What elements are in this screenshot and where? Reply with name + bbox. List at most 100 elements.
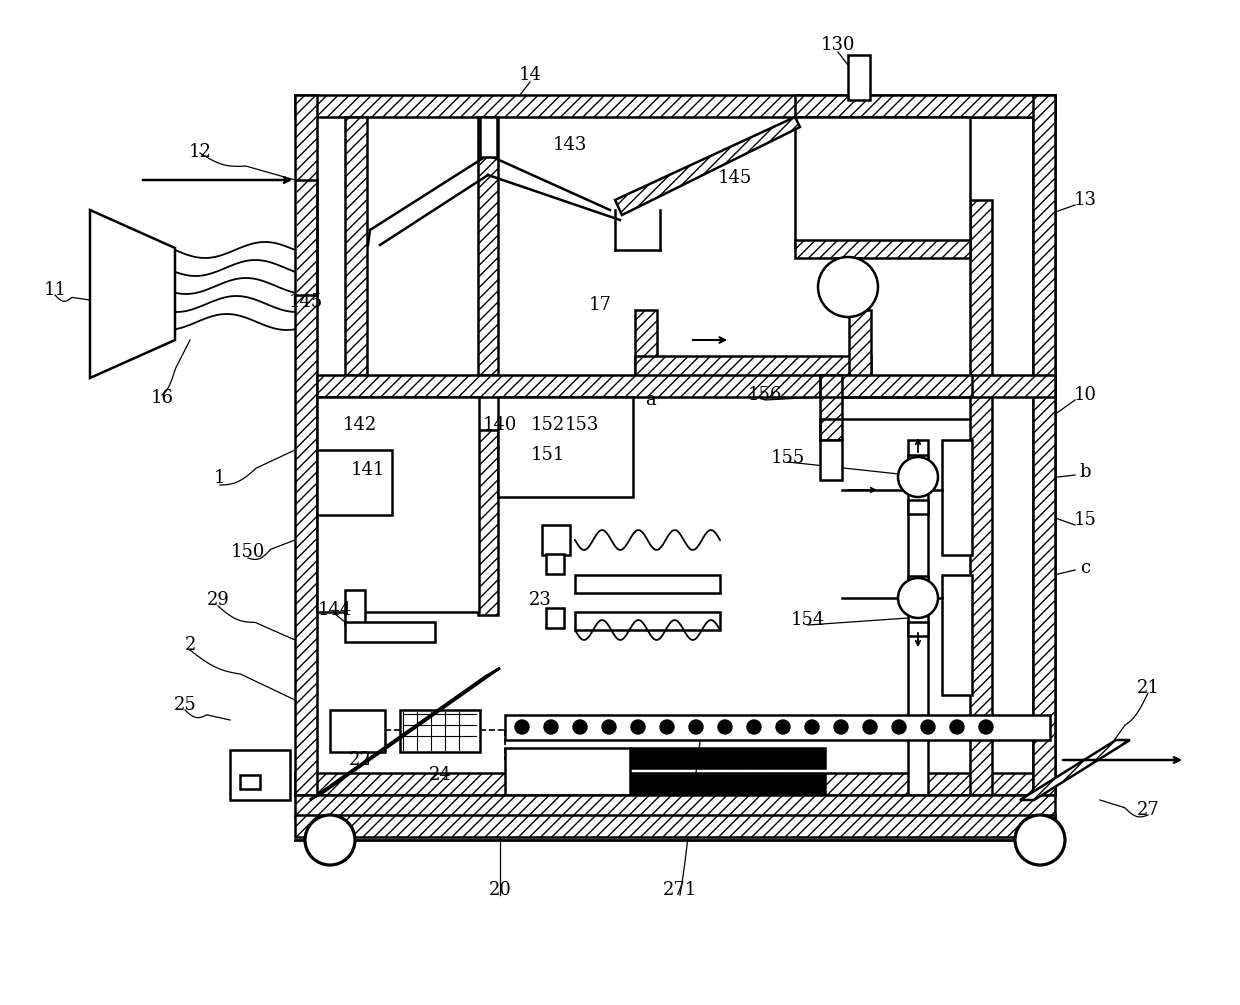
Bar [505, 715, 1050, 740]
Text: 2: 2 [185, 636, 196, 654]
Text: 143: 143 [553, 136, 588, 154]
Circle shape [898, 578, 937, 618]
Circle shape [892, 720, 906, 734]
Text: 21: 21 [1137, 679, 1159, 697]
Text: c: c [1080, 559, 1090, 577]
Circle shape [835, 720, 848, 734]
Text: 150: 150 [231, 543, 265, 561]
Bar [942, 440, 972, 555]
Text: 25: 25 [174, 696, 196, 714]
Bar [1033, 95, 1055, 795]
Text: 156: 156 [748, 386, 782, 404]
Polygon shape [91, 210, 175, 378]
Circle shape [1016, 815, 1065, 865]
Bar [477, 430, 498, 615]
Bar [795, 240, 970, 258]
Text: 140: 140 [482, 416, 517, 434]
Text: 145: 145 [289, 293, 324, 311]
Bar [345, 117, 367, 375]
Circle shape [818, 257, 878, 317]
Circle shape [573, 720, 587, 734]
Polygon shape [1021, 740, 1130, 800]
Text: 13: 13 [1074, 191, 1096, 209]
Circle shape [921, 720, 935, 734]
Text: 17: 17 [589, 296, 611, 314]
Bar [546, 554, 564, 574]
Bar [1033, 95, 1055, 795]
Bar [970, 200, 992, 795]
Text: b: b [1079, 463, 1091, 481]
Bar [505, 748, 630, 795]
Bar [908, 622, 928, 636]
Circle shape [950, 720, 963, 734]
Bar [317, 397, 479, 612]
Bar [908, 440, 928, 795]
Circle shape [631, 720, 645, 734]
Bar [401, 710, 480, 752]
Circle shape [718, 720, 732, 734]
Bar [330, 710, 384, 752]
Bar [295, 795, 1055, 817]
Bar [848, 55, 870, 100]
Bar [229, 750, 290, 800]
Bar [295, 95, 317, 795]
Circle shape [601, 720, 616, 734]
Bar [273, 180, 298, 295]
Bar [908, 500, 928, 514]
Bar [542, 525, 570, 555]
Bar [849, 310, 870, 378]
Bar [635, 310, 657, 378]
Text: 271: 271 [663, 881, 697, 899]
Circle shape [805, 720, 818, 734]
Text: 141: 141 [351, 461, 386, 479]
Bar [630, 748, 825, 768]
Text: 144: 144 [317, 601, 352, 619]
Bar [970, 375, 1055, 397]
Circle shape [776, 720, 790, 734]
Text: 10: 10 [1074, 386, 1096, 404]
Text: 15: 15 [1074, 511, 1096, 529]
Text: 24: 24 [429, 766, 451, 784]
Text: 27: 27 [1137, 801, 1159, 819]
Circle shape [863, 720, 877, 734]
Bar [317, 450, 392, 515]
Bar [795, 95, 1055, 117]
Bar [908, 455, 928, 469]
Text: 11: 11 [43, 281, 67, 299]
Bar [820, 440, 842, 480]
Text: 155: 155 [771, 449, 805, 467]
Text: a: a [645, 391, 656, 409]
Circle shape [980, 720, 993, 734]
Bar [942, 575, 972, 695]
Bar [630, 775, 825, 795]
Bar [498, 397, 632, 497]
Text: 1: 1 [215, 469, 226, 487]
Text: 130: 130 [821, 36, 856, 54]
Bar [295, 815, 1055, 837]
Text: 20: 20 [489, 881, 511, 899]
Bar [295, 95, 1055, 117]
Bar [820, 375, 842, 440]
Text: 14: 14 [518, 66, 542, 84]
Text: 154: 154 [791, 611, 825, 629]
Text: 145: 145 [718, 169, 753, 187]
Bar [317, 375, 972, 397]
Circle shape [689, 720, 703, 734]
Bar [480, 117, 497, 157]
Bar [908, 576, 928, 590]
Circle shape [898, 457, 937, 497]
Bar [241, 775, 260, 789]
Bar [635, 356, 870, 378]
Text: 29: 29 [207, 591, 229, 609]
Bar [345, 622, 435, 642]
Text: 151: 151 [531, 446, 565, 464]
Text: 142: 142 [343, 416, 377, 434]
Bar [835, 258, 861, 288]
Circle shape [660, 720, 675, 734]
Bar [795, 117, 970, 247]
Polygon shape [615, 117, 800, 215]
Bar [575, 575, 720, 593]
Circle shape [544, 720, 558, 734]
Bar [295, 773, 1055, 795]
Text: 23: 23 [528, 591, 552, 609]
